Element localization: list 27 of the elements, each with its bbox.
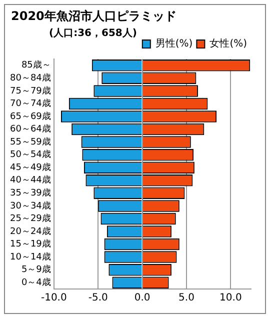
y-tick-label: 40～44歳 xyxy=(10,174,51,186)
x-tick-label: -5.0 xyxy=(88,292,108,304)
y-tick-label: 10～14歳 xyxy=(10,251,51,262)
y-tick-label: 55～59歳 xyxy=(10,136,51,148)
legend-label: 女性(%) xyxy=(210,38,248,50)
y-tick-label: 85歳～ xyxy=(21,60,51,71)
y-tick-label: 80～84歳 xyxy=(10,72,51,84)
x-tick-label: 5.0 xyxy=(178,292,194,304)
chart-subtitle: (人口:36，658人) xyxy=(49,26,137,40)
x-tick-label: -10.0 xyxy=(40,292,67,304)
legend-label: 男性(%) xyxy=(155,38,193,50)
y-tick-label: 65～69歳 xyxy=(10,110,51,122)
y-tick-label: 70～74歳 xyxy=(10,98,51,110)
y-tick-label: 75～79歳 xyxy=(10,85,51,96)
y-tick-label: 35～39歳 xyxy=(10,188,51,199)
y-tick-label: 15～19歳 xyxy=(10,238,51,250)
y-tick-label: 50～54歳 xyxy=(10,149,51,160)
y-tick-label: 25～29歳 xyxy=(10,213,51,224)
y-tick-label: 5～9歳 xyxy=(21,264,51,276)
x-tick-label: 0.0 xyxy=(134,292,150,304)
x-tick-label: 10.0 xyxy=(220,292,242,304)
y-tick-label: 45～49歳 xyxy=(10,162,51,173)
chart-title: 2020年魚沼市人口ピラミッド xyxy=(11,8,176,25)
y-tick-label: 30～34歳 xyxy=(10,200,51,212)
y-tick-label: 60～64歳 xyxy=(10,124,51,135)
y-tick-label: 20～24歳 xyxy=(10,226,51,237)
y-tick-label: 0～4歳 xyxy=(21,276,51,288)
